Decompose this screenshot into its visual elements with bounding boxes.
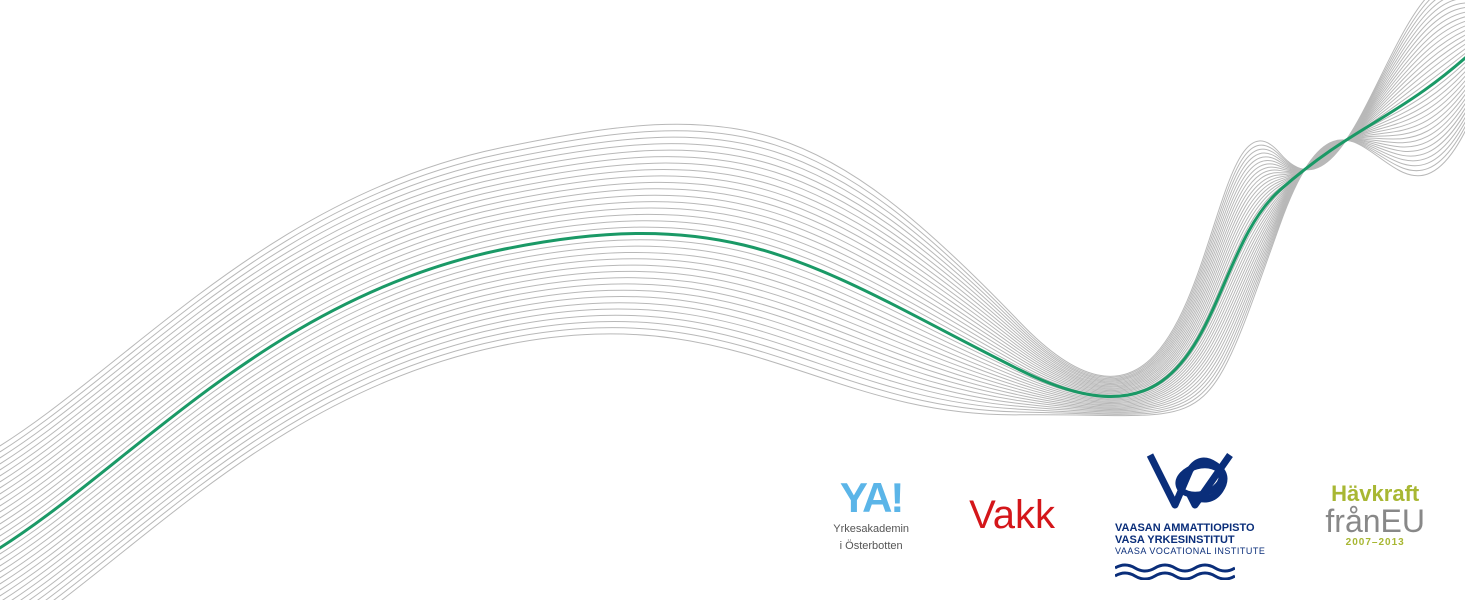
ya-subtitle-1: Yrkesakademin [833, 523, 909, 536]
vb-waves-icon [1115, 560, 1235, 580]
vb-line-1: VAASAN AMMATTIOPISTO [1115, 522, 1265, 534]
vb-logo: VAASAN AMMATTIOPISTO VASA YRKESINSTITUT … [1115, 450, 1265, 580]
vakk-text: Vakk [969, 493, 1055, 538]
vb-mark-icon [1145, 450, 1235, 510]
vb-line-3: VAASA VOCATIONAL INSTITUTE [1115, 546, 1265, 556]
ya-logo: YA! Yrkesakademin i Österbotten [833, 477, 909, 553]
vb-line-2: VASA YRKESINSTITUT [1115, 534, 1265, 546]
logo-row: YA! Yrkesakademin i Österbotten Vakk VAA… [833, 450, 1425, 580]
havkraft-line-2: frånEU [1325, 505, 1425, 537]
havkraft-logo: Hävkraft frånEU 2007–2013 [1325, 483, 1425, 548]
wave-line [0, 18, 1465, 512]
havkraft-eu: EU [1381, 503, 1425, 539]
wave-line [0, 7, 1465, 494]
havkraft-fran: från [1325, 503, 1380, 539]
havkraft-years: 2007–2013 [1346, 537, 1405, 548]
ya-subtitle-2: i Österbotten [840, 540, 903, 553]
ya-mark: YA! [840, 477, 902, 519]
wave-line [0, 3, 1465, 488]
vakk-logo: Vakk [969, 493, 1055, 538]
wave-line [0, 15, 1465, 506]
vb-text-block: VAASAN AMMATTIOPISTO VASA YRKESINSTITUT … [1115, 522, 1265, 580]
havkraft-line-1: Hävkraft [1331, 483, 1419, 505]
